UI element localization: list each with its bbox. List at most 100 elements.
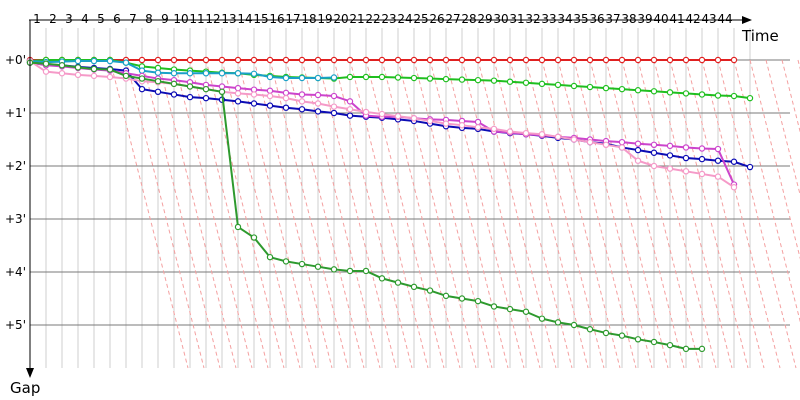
lapped-guideline xyxy=(253,59,333,369)
series-point xyxy=(730,183,738,191)
x-tick-label: 31 xyxy=(509,12,524,26)
series-point xyxy=(378,110,386,118)
series-point xyxy=(282,89,290,97)
series-1 xyxy=(26,56,754,102)
lapped-guidelines xyxy=(109,59,800,369)
lapped-guideline xyxy=(589,59,669,369)
series-point xyxy=(666,56,674,64)
series-point xyxy=(634,56,642,64)
series-point xyxy=(570,56,578,64)
series-point xyxy=(490,77,498,84)
series-point xyxy=(650,149,658,156)
series-point xyxy=(506,56,514,64)
series-point xyxy=(362,108,370,116)
series-point xyxy=(218,70,226,77)
series-point xyxy=(138,67,146,74)
lapped-guideline xyxy=(317,59,397,369)
series-point xyxy=(618,144,626,151)
series-point xyxy=(666,341,674,349)
lapped-guideline xyxy=(301,59,381,369)
series-point xyxy=(586,56,594,64)
lapped-guideline xyxy=(701,59,781,369)
x-tick-label: 14 xyxy=(237,12,252,26)
lapped-guideline xyxy=(669,59,749,369)
series-point xyxy=(266,253,274,261)
series-point xyxy=(554,133,562,141)
series-point xyxy=(90,72,98,80)
lapped-guideline xyxy=(413,59,493,369)
x-tick-label: 23 xyxy=(381,12,396,26)
x-tick-label: 34 xyxy=(557,12,572,26)
series-point xyxy=(442,75,450,83)
series-point xyxy=(282,94,290,102)
x-tick-label: 22 xyxy=(365,12,380,26)
lapped-guideline xyxy=(493,59,573,369)
lapped-guideline xyxy=(621,59,701,369)
lapped-guideline xyxy=(365,59,445,369)
x-tick-label: 30 xyxy=(493,12,508,26)
lapped-guideline xyxy=(125,59,205,369)
series-point xyxy=(522,56,530,64)
series-line xyxy=(29,61,751,169)
x-tick-label: 17 xyxy=(285,12,300,26)
series-point xyxy=(474,118,482,126)
x-tick-label: 19 xyxy=(317,12,332,26)
series-point xyxy=(458,56,466,64)
lapped-guideline xyxy=(157,59,237,369)
x-tick-label: 3 xyxy=(65,12,73,26)
series-point xyxy=(266,73,274,81)
series-point xyxy=(458,295,466,302)
series-point xyxy=(650,88,658,95)
series-point xyxy=(330,74,338,81)
series-point xyxy=(58,62,66,69)
lapped-guideline xyxy=(333,59,413,369)
series-point xyxy=(458,76,466,83)
series-point xyxy=(186,83,194,90)
series-point xyxy=(234,223,242,231)
series-point xyxy=(154,69,162,76)
series-2 xyxy=(26,57,338,82)
x-tick-label: 1 xyxy=(33,12,41,26)
series-point xyxy=(602,84,610,92)
series-point xyxy=(394,74,402,81)
series-point xyxy=(538,130,546,138)
series-point xyxy=(250,91,258,98)
lapped-guideline xyxy=(781,59,800,134)
lapped-guideline xyxy=(173,59,253,369)
series-point xyxy=(618,138,626,146)
y-tick-label: +2' xyxy=(5,159,26,173)
series-point xyxy=(666,89,674,96)
series-point xyxy=(234,98,242,105)
series-point xyxy=(394,56,402,64)
series-point xyxy=(90,57,98,65)
lapped-guideline xyxy=(557,59,637,369)
series-point xyxy=(42,68,50,75)
series-point xyxy=(122,72,130,80)
series-point xyxy=(410,56,418,64)
series-point xyxy=(282,258,290,265)
series-point xyxy=(218,83,226,90)
x-tick-label: 16 xyxy=(269,12,284,26)
x-tick-label: 43 xyxy=(701,12,716,26)
series-point xyxy=(730,158,738,165)
series-point xyxy=(698,170,706,178)
series-point xyxy=(170,80,178,88)
series-point xyxy=(618,56,626,64)
series-point xyxy=(410,74,418,82)
series-point xyxy=(426,287,434,294)
lapped-guideline xyxy=(461,59,541,369)
series-point xyxy=(298,91,306,98)
lapped-guideline xyxy=(717,59,797,369)
series-point xyxy=(282,74,290,82)
series-point xyxy=(634,87,642,94)
y-tick-label: +1' xyxy=(5,106,26,120)
lapped-guideline xyxy=(749,59,800,260)
series-point xyxy=(538,56,546,64)
series-point xyxy=(298,56,306,64)
series-point xyxy=(634,157,642,164)
series-point xyxy=(314,108,322,115)
series-point xyxy=(650,338,658,346)
series-point xyxy=(714,145,722,153)
series-layer xyxy=(26,56,754,353)
series-point xyxy=(314,56,322,64)
